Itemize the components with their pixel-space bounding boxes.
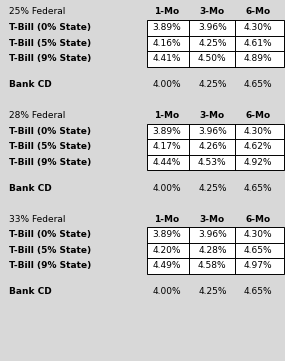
Text: 4.25%: 4.25% (198, 287, 227, 296)
Text: 4.25%: 4.25% (198, 39, 227, 48)
Text: 4.25%: 4.25% (198, 80, 227, 89)
Text: 4.53%: 4.53% (198, 158, 227, 167)
Text: 1-Mo: 1-Mo (154, 214, 179, 223)
Text: 6-Mo: 6-Mo (245, 8, 270, 17)
Text: T-Bill (5% State): T-Bill (5% State) (9, 246, 91, 255)
Text: 1-Mo: 1-Mo (154, 8, 179, 17)
Text: 4.30%: 4.30% (244, 23, 272, 32)
Text: 3.96%: 3.96% (198, 230, 227, 239)
Text: 4.30%: 4.30% (244, 127, 272, 136)
Text: 3-Mo: 3-Mo (200, 214, 225, 223)
Text: T-Bill (5% State): T-Bill (5% State) (9, 142, 91, 151)
Text: Bank CD: Bank CD (9, 287, 51, 296)
Text: 4.00%: 4.00% (152, 80, 181, 89)
Text: 4.58%: 4.58% (198, 261, 227, 270)
Text: 4.25%: 4.25% (198, 183, 227, 192)
Text: 3.89%: 3.89% (152, 127, 181, 136)
Text: T-Bill (9% State): T-Bill (9% State) (9, 54, 91, 63)
Text: 3.89%: 3.89% (152, 230, 181, 239)
Text: 4.28%: 4.28% (198, 246, 227, 255)
Text: 4.44%: 4.44% (152, 158, 181, 167)
Text: 4.65%: 4.65% (244, 287, 272, 296)
Text: Bank CD: Bank CD (9, 183, 51, 192)
Text: 4.61%: 4.61% (244, 39, 272, 48)
Text: 3-Mo: 3-Mo (200, 111, 225, 120)
Text: T-Bill (5% State): T-Bill (5% State) (9, 39, 91, 48)
Text: T-Bill (9% State): T-Bill (9% State) (9, 158, 91, 167)
Text: 3.89%: 3.89% (152, 23, 181, 32)
Text: 3.96%: 3.96% (198, 127, 227, 136)
Text: 4.17%: 4.17% (152, 142, 181, 151)
FancyBboxPatch shape (147, 20, 284, 66)
Text: 4.65%: 4.65% (244, 246, 272, 255)
Text: 4.16%: 4.16% (152, 39, 181, 48)
Text: 4.65%: 4.65% (244, 183, 272, 192)
Text: 4.00%: 4.00% (152, 287, 181, 296)
Text: 28% Federal: 28% Federal (9, 111, 65, 120)
Text: 1-Mo: 1-Mo (154, 111, 179, 120)
Text: 33% Federal: 33% Federal (9, 214, 65, 223)
Text: 4.65%: 4.65% (244, 80, 272, 89)
Text: 4.62%: 4.62% (244, 142, 272, 151)
Text: 6-Mo: 6-Mo (245, 111, 270, 120)
Text: 25% Federal: 25% Federal (9, 8, 65, 17)
Text: 4.89%: 4.89% (244, 54, 272, 63)
Text: 4.92%: 4.92% (244, 158, 272, 167)
Text: 4.41%: 4.41% (152, 54, 181, 63)
Text: 4.50%: 4.50% (198, 54, 227, 63)
Text: 3-Mo: 3-Mo (200, 8, 225, 17)
Text: 4.00%: 4.00% (152, 183, 181, 192)
Text: 6-Mo: 6-Mo (245, 214, 270, 223)
FancyBboxPatch shape (147, 123, 284, 170)
Text: T-Bill (0% State): T-Bill (0% State) (9, 127, 91, 136)
Text: 4.30%: 4.30% (244, 230, 272, 239)
Text: T-Bill (9% State): T-Bill (9% State) (9, 261, 91, 270)
Text: T-Bill (0% State): T-Bill (0% State) (9, 230, 91, 239)
Text: Bank CD: Bank CD (9, 80, 51, 89)
Text: 4.97%: 4.97% (244, 261, 272, 270)
FancyBboxPatch shape (147, 227, 284, 274)
Text: 4.49%: 4.49% (152, 261, 181, 270)
Text: 4.26%: 4.26% (198, 142, 227, 151)
Text: 4.20%: 4.20% (152, 246, 181, 255)
Text: T-Bill (0% State): T-Bill (0% State) (9, 23, 91, 32)
Text: 3.96%: 3.96% (198, 23, 227, 32)
